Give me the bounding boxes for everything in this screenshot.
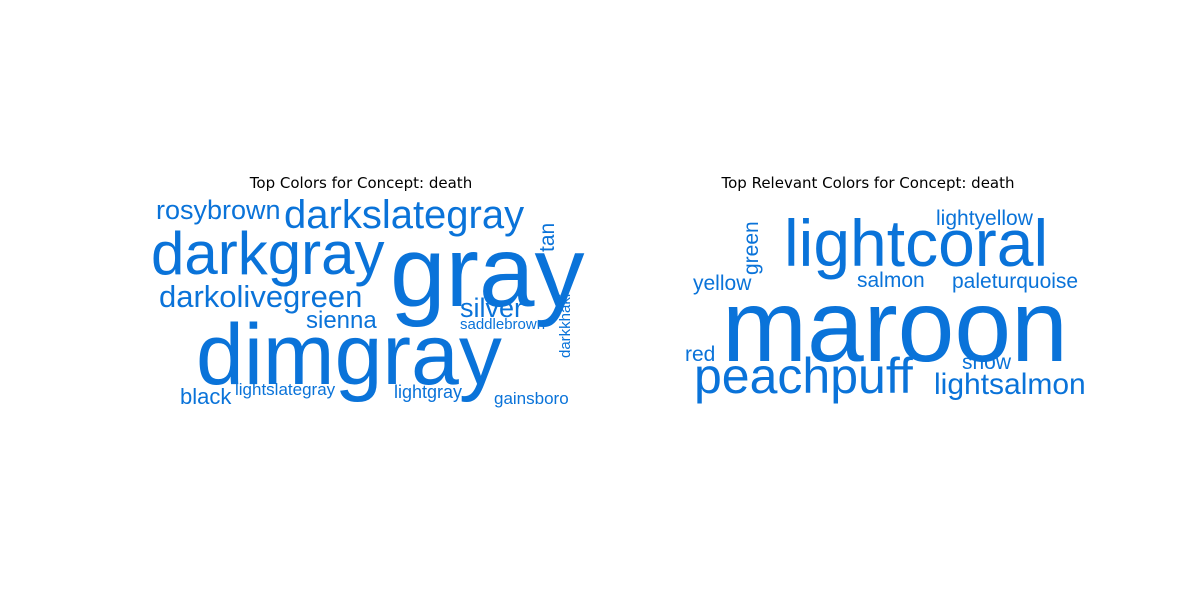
word-cloud: maroon lightcoral peachpuff lightsalmon pale… <box>600 0 1200 600</box>
word-lightgray: lightgray <box>394 382 463 402</box>
chart-title: Top Relevant Colors for Concept: death <box>721 174 1015 192</box>
word-maroon: maroon <box>722 269 1068 383</box>
word-silver: silver <box>460 293 524 323</box>
word-yellow: yellow <box>693 272 752 295</box>
word-salmon: salmon <box>857 269 925 292</box>
word-darkolivegreen: darkolivegreen <box>159 279 363 314</box>
word-gainsboro: gainsboro <box>494 389 569 408</box>
word-paleturquoise: paleturquoise <box>952 270 1079 293</box>
word-tan: tan <box>536 222 559 252</box>
word-snow: snow <box>962 351 1012 374</box>
word-gray: gray <box>390 216 585 328</box>
word-rosybrown: rosybrown <box>156 195 281 225</box>
word-sienna: sienna <box>306 307 377 334</box>
word-green: green <box>740 221 763 275</box>
word-cloud: dimgray gray darkgray darkslategray darkoliv… <box>151 193 585 409</box>
word-darkgray: darkgray <box>151 220 385 287</box>
word-peachpuff: peachpuff <box>694 348 913 404</box>
word-red: red <box>685 343 716 366</box>
wordcloud-panel-left: Top Colors for Concept: death dimgray gra… <box>151 174 585 409</box>
word-darkslategray: darkslategray <box>284 193 525 237</box>
word-lightslategray: lightslategray <box>235 380 336 399</box>
word-darkkhaki: darkkhaki <box>557 293 574 358</box>
word-saddlebrown: saddlebrown <box>460 316 546 333</box>
word-black: black <box>180 384 232 409</box>
word-lightcoral: lightcoral <box>784 206 1049 280</box>
wordcloud-panel-right: Top Relevant Colors for Concept: death m… <box>600 0 1200 600</box>
word-lightsalmon: lightsalmon <box>934 368 1086 401</box>
word-dimgray: dimgray <box>196 307 502 403</box>
chart-title: Top Colors for Concept: death <box>249 174 473 192</box>
word-lightyellow: lightyellow <box>936 207 1033 230</box>
